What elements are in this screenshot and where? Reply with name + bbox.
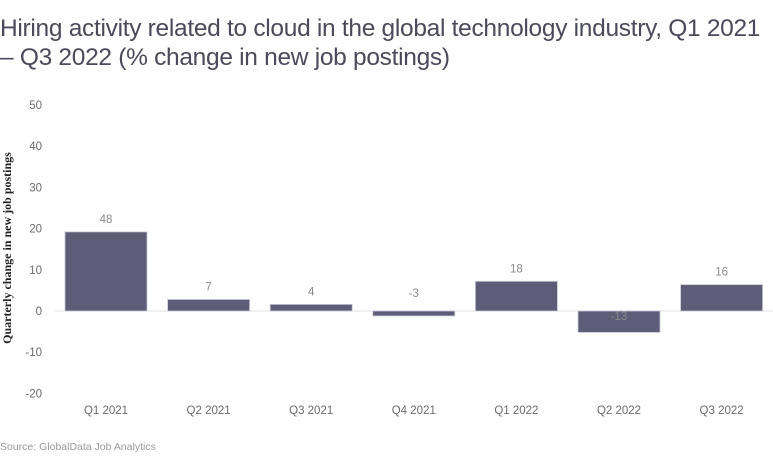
y-tick-label: 40 — [29, 141, 42, 153]
data-label: -3 — [409, 288, 419, 300]
bars — [64, 231, 763, 333]
y-axis-label: Quarterly change in new job postings — [0, 152, 14, 344]
bar — [269, 304, 353, 312]
data-label: -13 — [611, 311, 628, 323]
x-tick-label: Q3 2022 — [700, 405, 744, 417]
bar — [167, 299, 251, 312]
x-tick-label: Q2 2021 — [187, 405, 231, 417]
source-note: Source: GlobalData Job Analytics — [0, 441, 156, 453]
data-label: 16 — [715, 267, 728, 279]
x-tick-label: Q4 2021 — [392, 405, 436, 417]
x-tick-label: Q1 2022 — [494, 405, 538, 417]
chart-title: Hiring activity related to cloud in the … — [0, 15, 761, 71]
data-label: 7 — [205, 281, 211, 293]
bar — [680, 284, 763, 312]
x-tick-label: Q2 2022 — [597, 405, 641, 417]
data-label: 18 — [510, 263, 523, 275]
x-tick-label: Q1 2021 — [84, 405, 128, 417]
bar — [372, 310, 456, 317]
y-tick-label: 0 — [36, 306, 42, 318]
bar — [577, 310, 661, 333]
data-label: 48 — [100, 214, 113, 226]
y-tick-label: 30 — [29, 182, 42, 194]
y-tick-label: 10 — [29, 265, 42, 277]
y-tick-label: 50 — [29, 100, 42, 112]
x-tick-label: Q3 2021 — [289, 405, 333, 417]
y-tick-label: -20 — [25, 388, 42, 400]
y-tick-label: 20 — [29, 224, 42, 236]
bar — [64, 231, 148, 312]
y-axis-ticks: 50 40 30 20 10 0 -10 -20 — [25, 100, 42, 400]
x-axis-ticks: Q1 2021 Q2 2021 Q3 2021 Q4 2021 Q1 2022 Q2 20… — [84, 405, 744, 417]
y-tick-label: -10 — [25, 347, 42, 359]
data-label: 4 — [308, 286, 315, 298]
data-labels: 48 7 4 -3 18 -13 16 — [100, 214, 728, 323]
bar — [474, 280, 558, 312]
